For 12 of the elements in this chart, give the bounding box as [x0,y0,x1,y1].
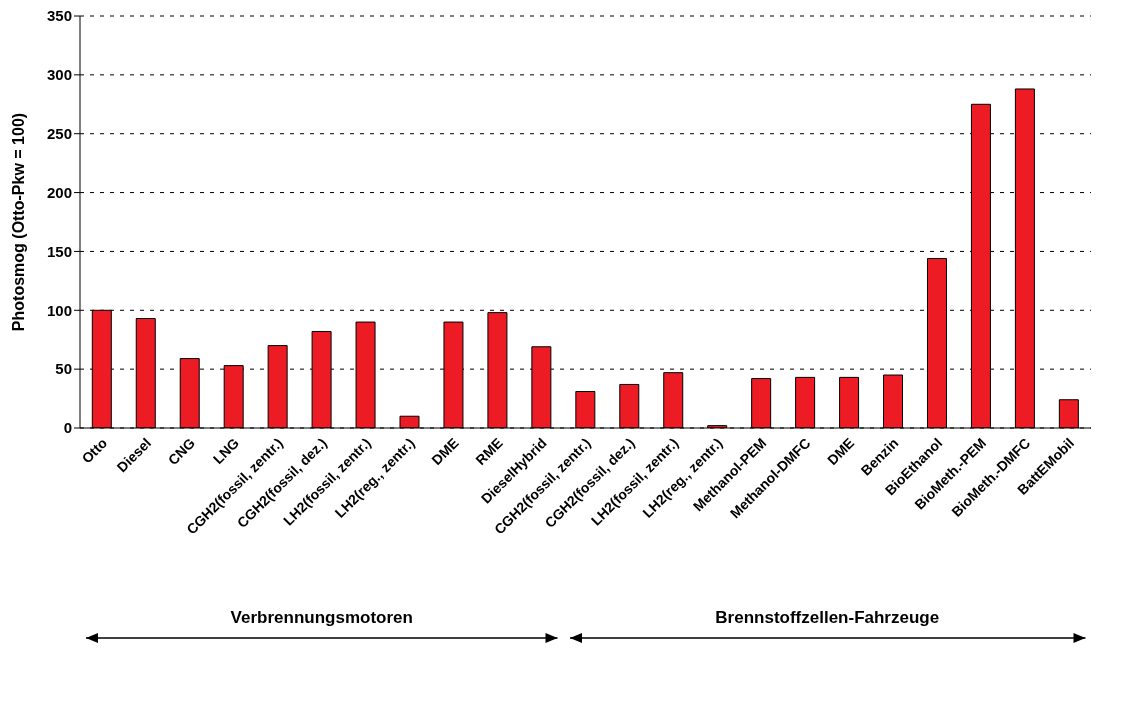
y-tick-label: 300 [46,66,72,84]
y-axis-title: Photosmog (Otto-Pkw = 100) [9,112,27,332]
y-tick-label: 50 [55,360,72,378]
y-tick-label: 150 [46,242,72,260]
y-tick-label: 100 [46,301,72,319]
text: Verbrennungsmotoren [229,608,414,628]
x-tick-label: Otto [78,434,111,467]
y-tick-label: 200 [46,183,72,201]
y-tick-label: 0 [63,419,72,437]
text: Brennstoffzellen-Fahrzeuge [714,608,941,628]
y-tick-label: 250 [46,125,72,143]
y-tick-label: 350 [46,7,72,25]
